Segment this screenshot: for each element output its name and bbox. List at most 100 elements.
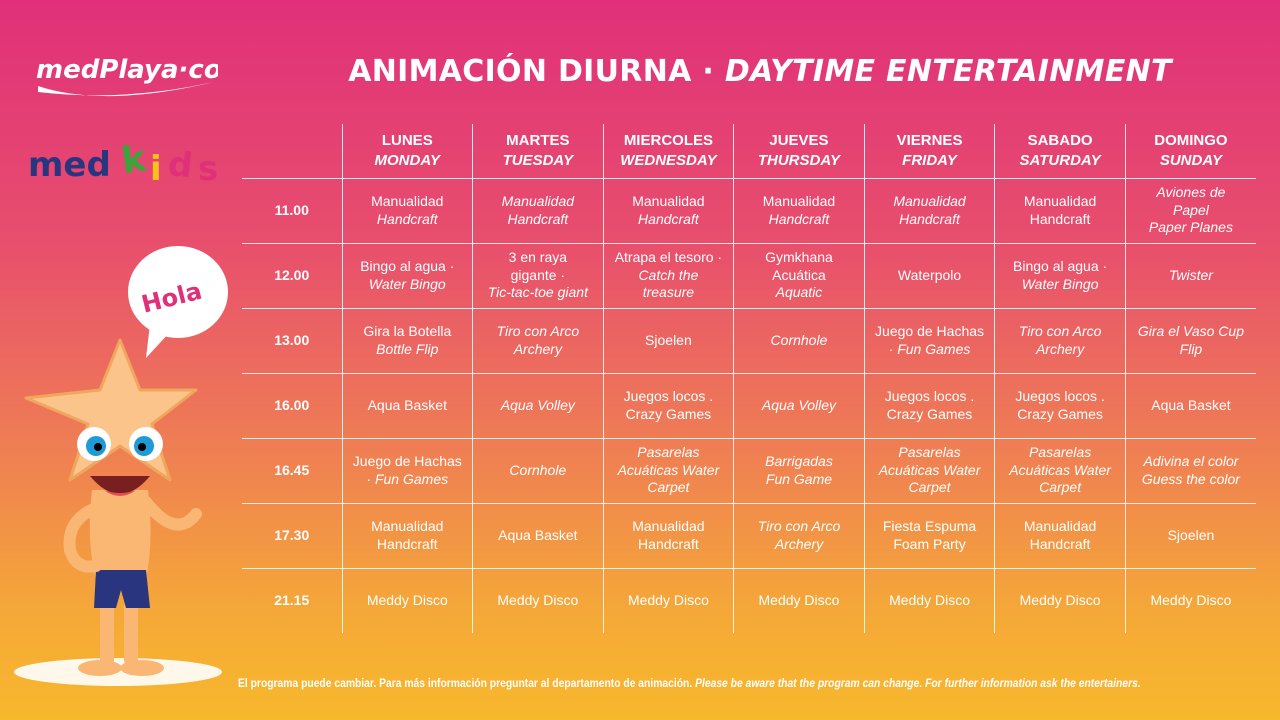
- activity-cell: Gymkhana Acuática Aquatic: [733, 242, 865, 309]
- activity-line: Manualidad: [762, 193, 836, 209]
- activity-line: Handcraft: [376, 535, 438, 552]
- activity-cell: Meddy Disco: [1124, 567, 1256, 633]
- activity-line: Gymkhana: [765, 249, 833, 266]
- activity-cell: Juego de Hachas · Fun Games: [863, 307, 996, 374]
- activity-line: Juegos locos .: [623, 388, 714, 404]
- activity-cell: Juego de Hachas · Fun Games: [341, 437, 474, 504]
- activity-line: Acuáticas Water: [1009, 461, 1111, 478]
- activity-line: Papel: [1173, 201, 1209, 218]
- activity-line: Pasarelas: [1028, 444, 1092, 461]
- activity-cell: Gira la Botella Bottle Flip: [341, 307, 474, 374]
- activity-line: Adivina el color: [1143, 453, 1239, 469]
- activity-line: Manualidad: [501, 193, 575, 209]
- time-cell: 17.30: [242, 502, 343, 569]
- activity-line: Fun Game: [765, 470, 833, 487]
- activity-cell: Meddy Disco: [733, 567, 865, 633]
- activity-line: Bingo al agua ·: [360, 258, 455, 274]
- activity-line: Aqua Basket: [498, 526, 578, 543]
- activity-line: Cornhole: [770, 331, 828, 348]
- activity-line: · Fun Games: [888, 340, 971, 357]
- day-name-es: DOMINGO: [1154, 131, 1228, 149]
- activity-line: Juegos locos .: [1015, 388, 1105, 404]
- activity-cell: Bingo al agua · Water Bingo: [341, 242, 474, 309]
- activity-line: Crazy Games: [886, 405, 973, 422]
- day-header-tuesday: MARTES TUESDAY: [472, 124, 604, 179]
- activity-cell: Pasarelas Acuáticas Water Carpet: [994, 437, 1126, 504]
- day-header-friday: VIERNES FRIDAY: [863, 124, 996, 179]
- activity-line: Tiro con Arco: [496, 323, 580, 339]
- day-header-wednesday: MIERCOLES WEDNESDAY: [602, 124, 735, 179]
- activity-cell: Aqua Basket: [1124, 372, 1256, 439]
- time-cell: 11.00: [242, 178, 343, 244]
- footer-note-english: Please be aware that the program can cha…: [695, 676, 1141, 690]
- activity-line: Flip: [1179, 340, 1203, 357]
- day-name-es: MIERCOLES: [623, 131, 713, 149]
- activity-line: Water Bingo: [1021, 275, 1099, 292]
- activity-cell: Manualidad Handcraft: [994, 178, 1126, 244]
- day-name-en: TUESDAY: [502, 151, 574, 169]
- activity-line: Juegos locos .: [884, 388, 975, 404]
- activity-line: gigante ·: [510, 266, 566, 283]
- activity-cell: Aqua Basket: [341, 372, 474, 439]
- activity-line: 3 en raya: [508, 249, 568, 266]
- activity-cell: Meddy Disco: [994, 567, 1126, 633]
- medkids-logo-graphic: med k i d s: [28, 138, 218, 189]
- activity-line: Aquatic: [775, 284, 823, 301]
- activity-line: Meddy Disco: [497, 592, 579, 608]
- title-spanish: ANIMACIÓN DIURNA ·: [348, 54, 725, 89]
- activity-line: Manualidad: [632, 518, 705, 534]
- activity-line: Sjoelen: [645, 331, 692, 348]
- table-row: 16.45 Juego de Hachas · Fun Games Cornhole P…: [242, 437, 1256, 504]
- activity-line: Waterpolo: [897, 266, 962, 283]
- medplaya-swoosh: [38, 82, 214, 97]
- starfish-mascot: Hola: [0, 240, 240, 710]
- activity-line: Manualidad: [371, 518, 444, 534]
- activity-cell: Meddy Disco: [602, 567, 735, 633]
- activity-cell: Gira el Vaso Cup Flip: [1124, 307, 1256, 374]
- mascot-left-leg: [100, 600, 114, 666]
- activity-line: Meddy Disco: [1150, 592, 1232, 608]
- activity-line: Archery: [774, 535, 824, 552]
- corner-cell: [242, 124, 343, 179]
- activity-cell: Fiesta Espuma Foam Party: [863, 502, 996, 569]
- activity-line: Twister: [1168, 266, 1213, 283]
- day-name-es: MARTES: [506, 131, 570, 149]
- activity-line: Guess the color: [1141, 470, 1240, 487]
- mascot-right-leg: [124, 600, 138, 666]
- medplaya-logo-text: medPlaya·com: [36, 55, 218, 85]
- activity-line: Pasarelas: [637, 444, 700, 461]
- activity-line: Foam Party: [893, 535, 966, 552]
- activity-line: Meddy Disco: [1019, 592, 1101, 608]
- time-cell: 16.00: [242, 372, 343, 439]
- activity-line: Juego de Hachas: [875, 323, 985, 339]
- mascot-left-foot: [78, 660, 122, 676]
- activity-line: Crazy Games: [1017, 405, 1103, 422]
- day-name-es: LUNES: [381, 131, 433, 149]
- activity-line: Handcraft: [638, 210, 699, 227]
- activity-cell: Manualidad Handcraft: [994, 502, 1126, 569]
- activity-cell: Sjoelen: [1124, 502, 1256, 569]
- activity-line: Aqua Volley: [761, 396, 837, 413]
- footer-note: El programa puede cambiar. Para más info…: [238, 676, 1141, 690]
- medplaya-logo: medPlaya·com: [34, 52, 249, 108]
- mascot-right-foot: [120, 660, 164, 676]
- activity-cell: Pasarelas Acuáticas Water Carpet: [863, 437, 996, 504]
- table-row: 16.00 Aqua Basket Aqua Volley Juegos locos …: [242, 372, 1256, 439]
- mascot-star-head: [24, 338, 198, 482]
- activity-line: Aqua Basket: [367, 396, 447, 413]
- day-name-en: FRIDAY: [902, 151, 957, 169]
- activity-line: Tiro con Arco: [1018, 323, 1102, 339]
- activity-line: Acuática: [772, 266, 826, 283]
- activity-cell: Sjoelen: [602, 307, 735, 374]
- day-header-thursday: JUEVES THURSDAY: [733, 124, 865, 179]
- activity-line: Carpet: [1039, 479, 1082, 496]
- activity-cell: Juegos locos . Crazy Games: [994, 372, 1126, 439]
- activity-line: treasure: [642, 284, 695, 301]
- activity-cell: Barrigadas Fun Game: [733, 437, 865, 504]
- activity-line: Acuáticas Water: [878, 461, 981, 478]
- activity-line: Manualidad: [371, 193, 444, 209]
- activity-cell: Tiro con Arco Archery: [994, 307, 1126, 374]
- day-name-en: SATURDAY: [1019, 151, 1101, 169]
- activity-cell: Bingo al agua · Water Bingo: [994, 242, 1126, 309]
- activity-line: Handcraft: [638, 535, 699, 552]
